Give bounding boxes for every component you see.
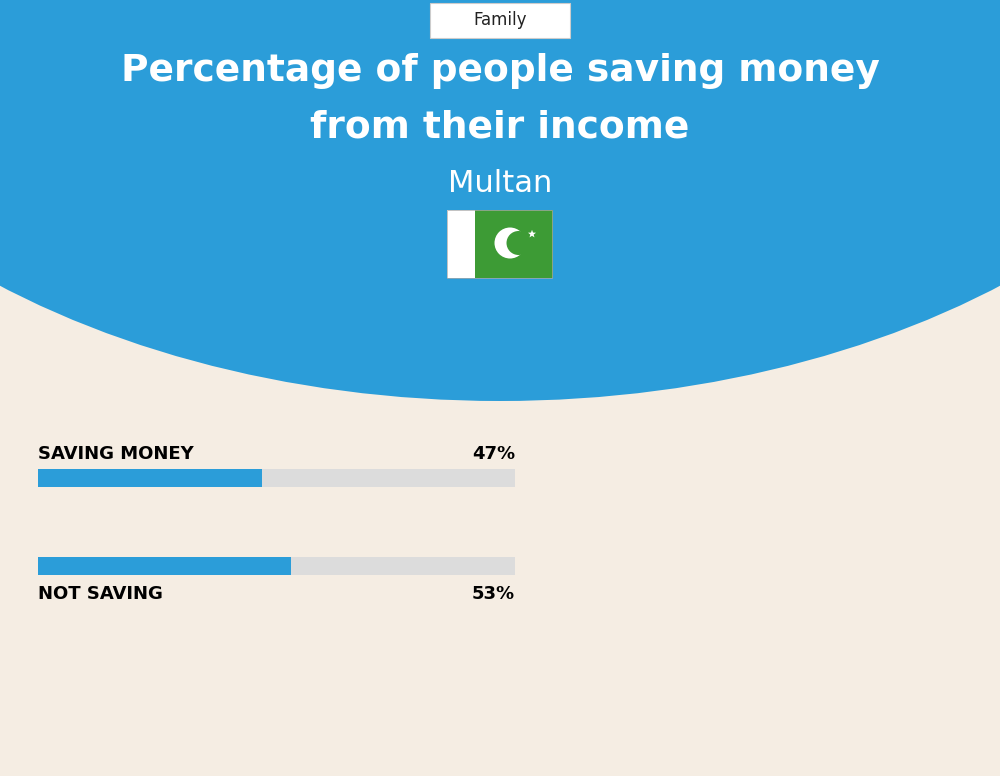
Text: 53%: 53% <box>472 585 515 603</box>
Text: Family: Family <box>473 12 527 29</box>
Bar <box>38 557 291 575</box>
Bar <box>447 210 552 278</box>
Bar <box>447 210 475 278</box>
Bar <box>0 0 1000 176</box>
Bar <box>38 469 262 487</box>
Circle shape <box>494 227 526 258</box>
Text: SAVING MONEY: SAVING MONEY <box>38 445 194 463</box>
Text: NOT SAVING: NOT SAVING <box>38 585 163 603</box>
Text: from their income: from their income <box>310 110 690 146</box>
Ellipse shape <box>0 0 1000 401</box>
Bar <box>38 469 515 487</box>
Circle shape <box>507 231 530 255</box>
Polygon shape <box>528 230 536 237</box>
Bar <box>38 557 515 575</box>
FancyBboxPatch shape <box>430 4 570 39</box>
Text: 47%: 47% <box>472 445 515 463</box>
Text: Multan: Multan <box>448 169 552 199</box>
Text: Percentage of people saving money: Percentage of people saving money <box>121 53 879 89</box>
Bar <box>475 210 552 278</box>
